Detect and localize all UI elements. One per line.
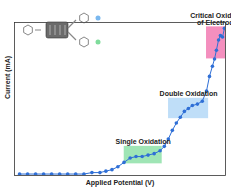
svg-text:Single Oxidation: Single Oxidation (116, 138, 171, 146)
svg-text:Applied Potential (V): Applied Potential (V) (86, 179, 154, 187)
svg-text:Current (mA): Current (mA) (4, 56, 12, 99)
svg-text:Critical Oxidationof Electrode: Critical Oxidationof Electrodes (190, 12, 231, 26)
svg-text:Double Oxidation: Double Oxidation (160, 90, 218, 97)
